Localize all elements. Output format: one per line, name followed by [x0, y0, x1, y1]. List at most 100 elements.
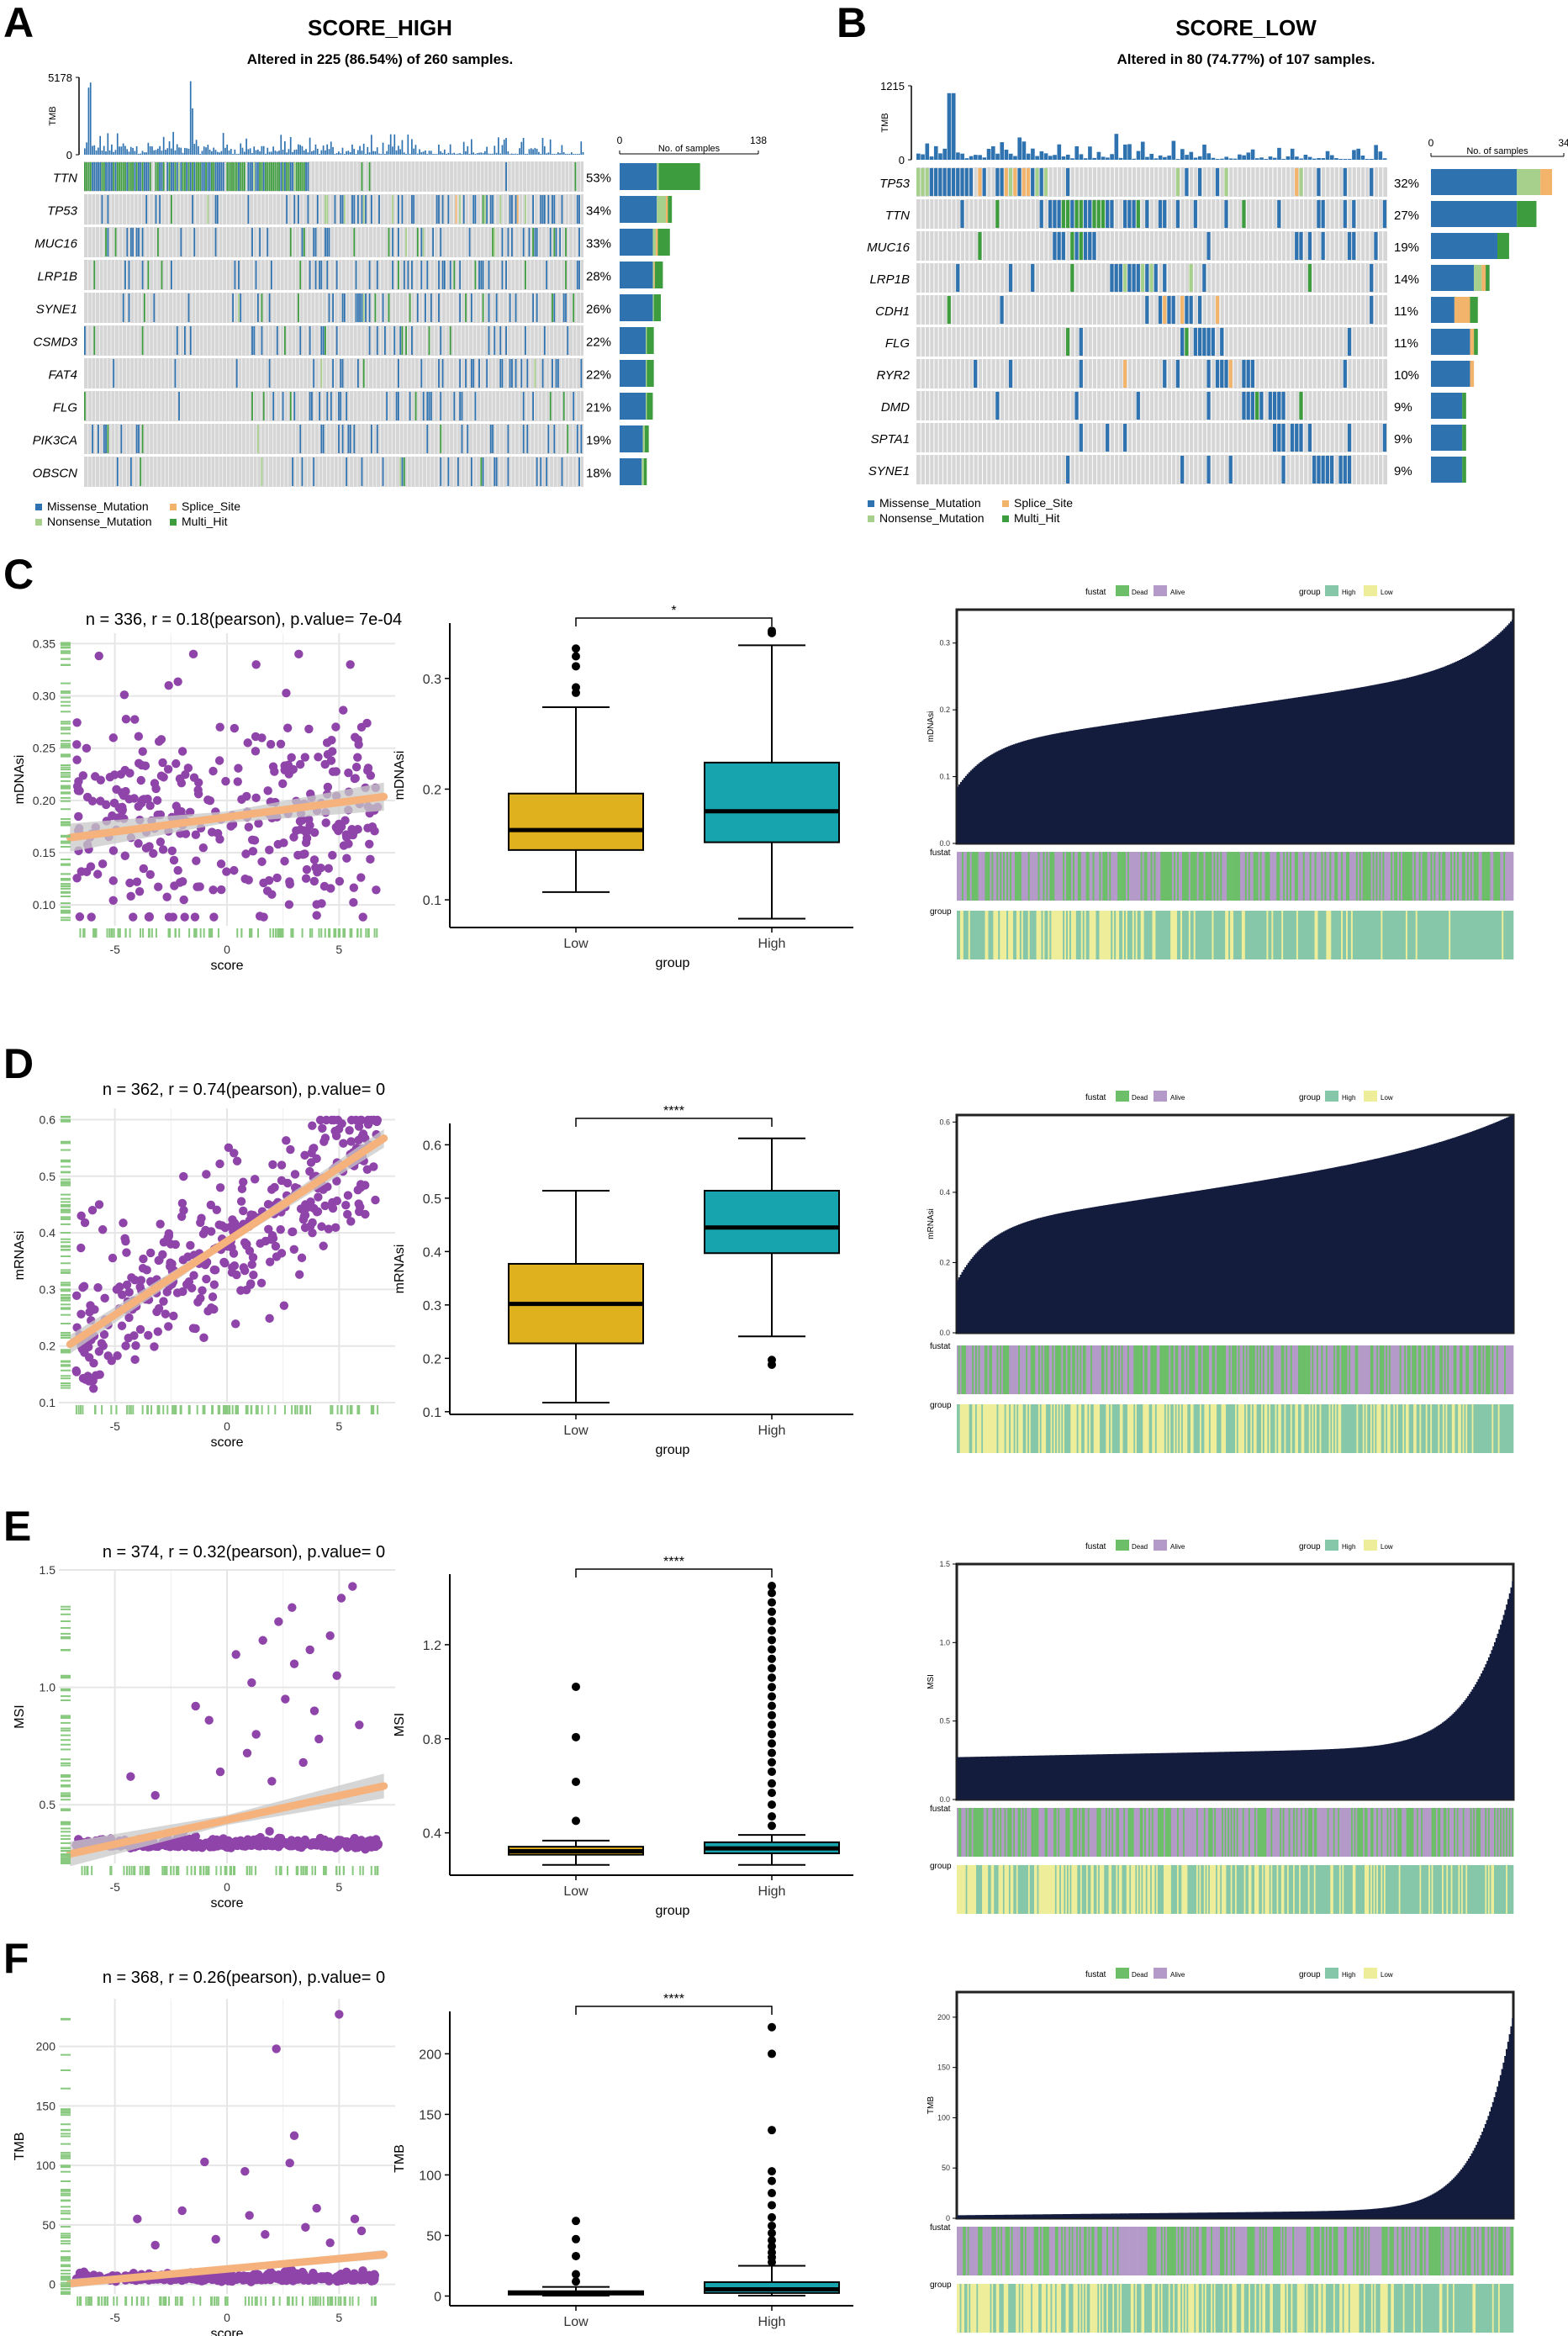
legend-swatch-alive	[1154, 585, 1167, 596]
group-cell	[1186, 911, 1190, 959]
scatter-point	[266, 739, 276, 749]
group-cell	[1497, 911, 1499, 959]
tmb-bar	[1175, 159, 1180, 160]
oncoplot-subtitle: Altered in 80 (74.77%) of 107 samples.	[1117, 51, 1375, 67]
scatter-point	[134, 838, 143, 848]
sample-count-bar-segment	[1431, 233, 1497, 259]
tmb-bar	[1132, 158, 1137, 160]
mutation-cell	[995, 392, 1000, 420]
legend-label-nonsense: Nonsense_Mutation	[879, 511, 985, 525]
scatter-point	[164, 680, 173, 690]
scatter-point	[282, 723, 293, 732]
tmb-bar	[501, 145, 504, 155]
mutation-cell	[98, 162, 99, 191]
mutation-cell	[251, 392, 253, 420]
fustat-cell	[1233, 852, 1236, 901]
mutation-cell	[468, 228, 471, 256]
mutation-cell	[430, 392, 432, 420]
sample-count-bar-segment	[1474, 265, 1482, 291]
scatter-point	[346, 1217, 356, 1226]
mutation-cell	[501, 359, 504, 388]
mutation-cell	[1145, 200, 1149, 228]
scatter-point	[344, 839, 353, 848]
scatter-point	[216, 859, 226, 869]
tmb-bar	[293, 150, 296, 155]
tmb-bar	[467, 145, 469, 155]
scatter-point	[257, 857, 267, 866]
group-cell	[1273, 911, 1275, 959]
mutation-cell	[541, 359, 544, 388]
tmb-bar	[565, 154, 567, 155]
fustat-cell	[1507, 852, 1509, 901]
scatter-point	[150, 779, 160, 788]
mutation-cell	[947, 296, 951, 324]
tmb-bar	[1254, 158, 1259, 160]
sample-count-bar-segment	[1431, 265, 1475, 291]
tmb-bar	[361, 151, 363, 155]
group-cell	[1138, 911, 1141, 959]
group-cell	[1165, 911, 1168, 959]
fustat-cell	[1508, 852, 1511, 901]
scatter-point	[251, 793, 261, 802]
mutation-cell	[205, 162, 207, 191]
group-cell	[1365, 911, 1368, 959]
mutation-cell	[449, 326, 451, 355]
x-axis-title: score	[210, 959, 243, 973]
scatter-point	[304, 724, 314, 734]
fustat-cell	[1268, 852, 1270, 901]
percent-label: 14%	[1394, 272, 1419, 287]
mutation-cell	[328, 228, 330, 256]
mutation-cell	[1268, 392, 1272, 420]
group-cell	[1391, 911, 1393, 959]
fustat-cell	[978, 852, 980, 901]
tmb-bar	[434, 154, 436, 155]
fustat-cell	[1261, 852, 1264, 901]
group-cell	[1488, 911, 1491, 959]
group-cell	[973, 911, 975, 959]
scatter-point	[212, 1205, 221, 1215]
tmb-bar	[174, 150, 177, 155]
sample-count-bar-segment	[642, 425, 645, 452]
mutation-cell	[1127, 200, 1132, 228]
oncoplot-title: SCORE_LOW	[1175, 15, 1317, 40]
mutation-cell	[276, 162, 278, 191]
group-cell	[1500, 911, 1502, 959]
fustat-cell	[1244, 852, 1248, 901]
mutation-cell	[1370, 264, 1374, 292]
mutation-cell	[268, 293, 271, 322]
group-cell	[1140, 911, 1143, 959]
group-cell	[1304, 911, 1307, 959]
mutation-cell	[303, 228, 305, 256]
grid-row-background	[916, 199, 1387, 229]
mutation-cell	[111, 162, 113, 191]
tmb-bar	[372, 151, 374, 155]
tmb-min-label: 0	[66, 149, 72, 161]
group-cell	[1507, 911, 1509, 959]
mutation-cell	[440, 457, 442, 486]
fustat-cell	[1137, 852, 1140, 901]
percent-label: 9%	[1394, 464, 1412, 478]
mutation-cell	[101, 195, 103, 224]
group-cell	[1147, 911, 1149, 959]
tmb-bar	[162, 136, 165, 155]
scatter-point	[230, 723, 240, 733]
group-cell	[1026, 911, 1029, 959]
scatter-point	[72, 755, 82, 764]
tmb-bar	[573, 154, 574, 155]
tmb-bar	[964, 158, 969, 160]
group-cell	[1206, 911, 1209, 959]
mutation-cell	[261, 326, 263, 355]
sample-count-bar-segment	[1470, 297, 1478, 323]
sample-count-bar-segment	[1454, 297, 1470, 323]
scatter-point	[173, 865, 182, 875]
group-cell	[1011, 911, 1014, 959]
fustat-cell	[971, 852, 974, 901]
mutation-cell	[203, 162, 205, 191]
fustat-cell	[1476, 852, 1479, 901]
mutation-cell	[141, 228, 144, 256]
group-cell	[1328, 911, 1330, 959]
fustat-cell	[966, 852, 969, 901]
tmb-bar	[301, 145, 304, 155]
mutation-cell	[216, 195, 219, 224]
mutation-cell	[470, 457, 473, 486]
